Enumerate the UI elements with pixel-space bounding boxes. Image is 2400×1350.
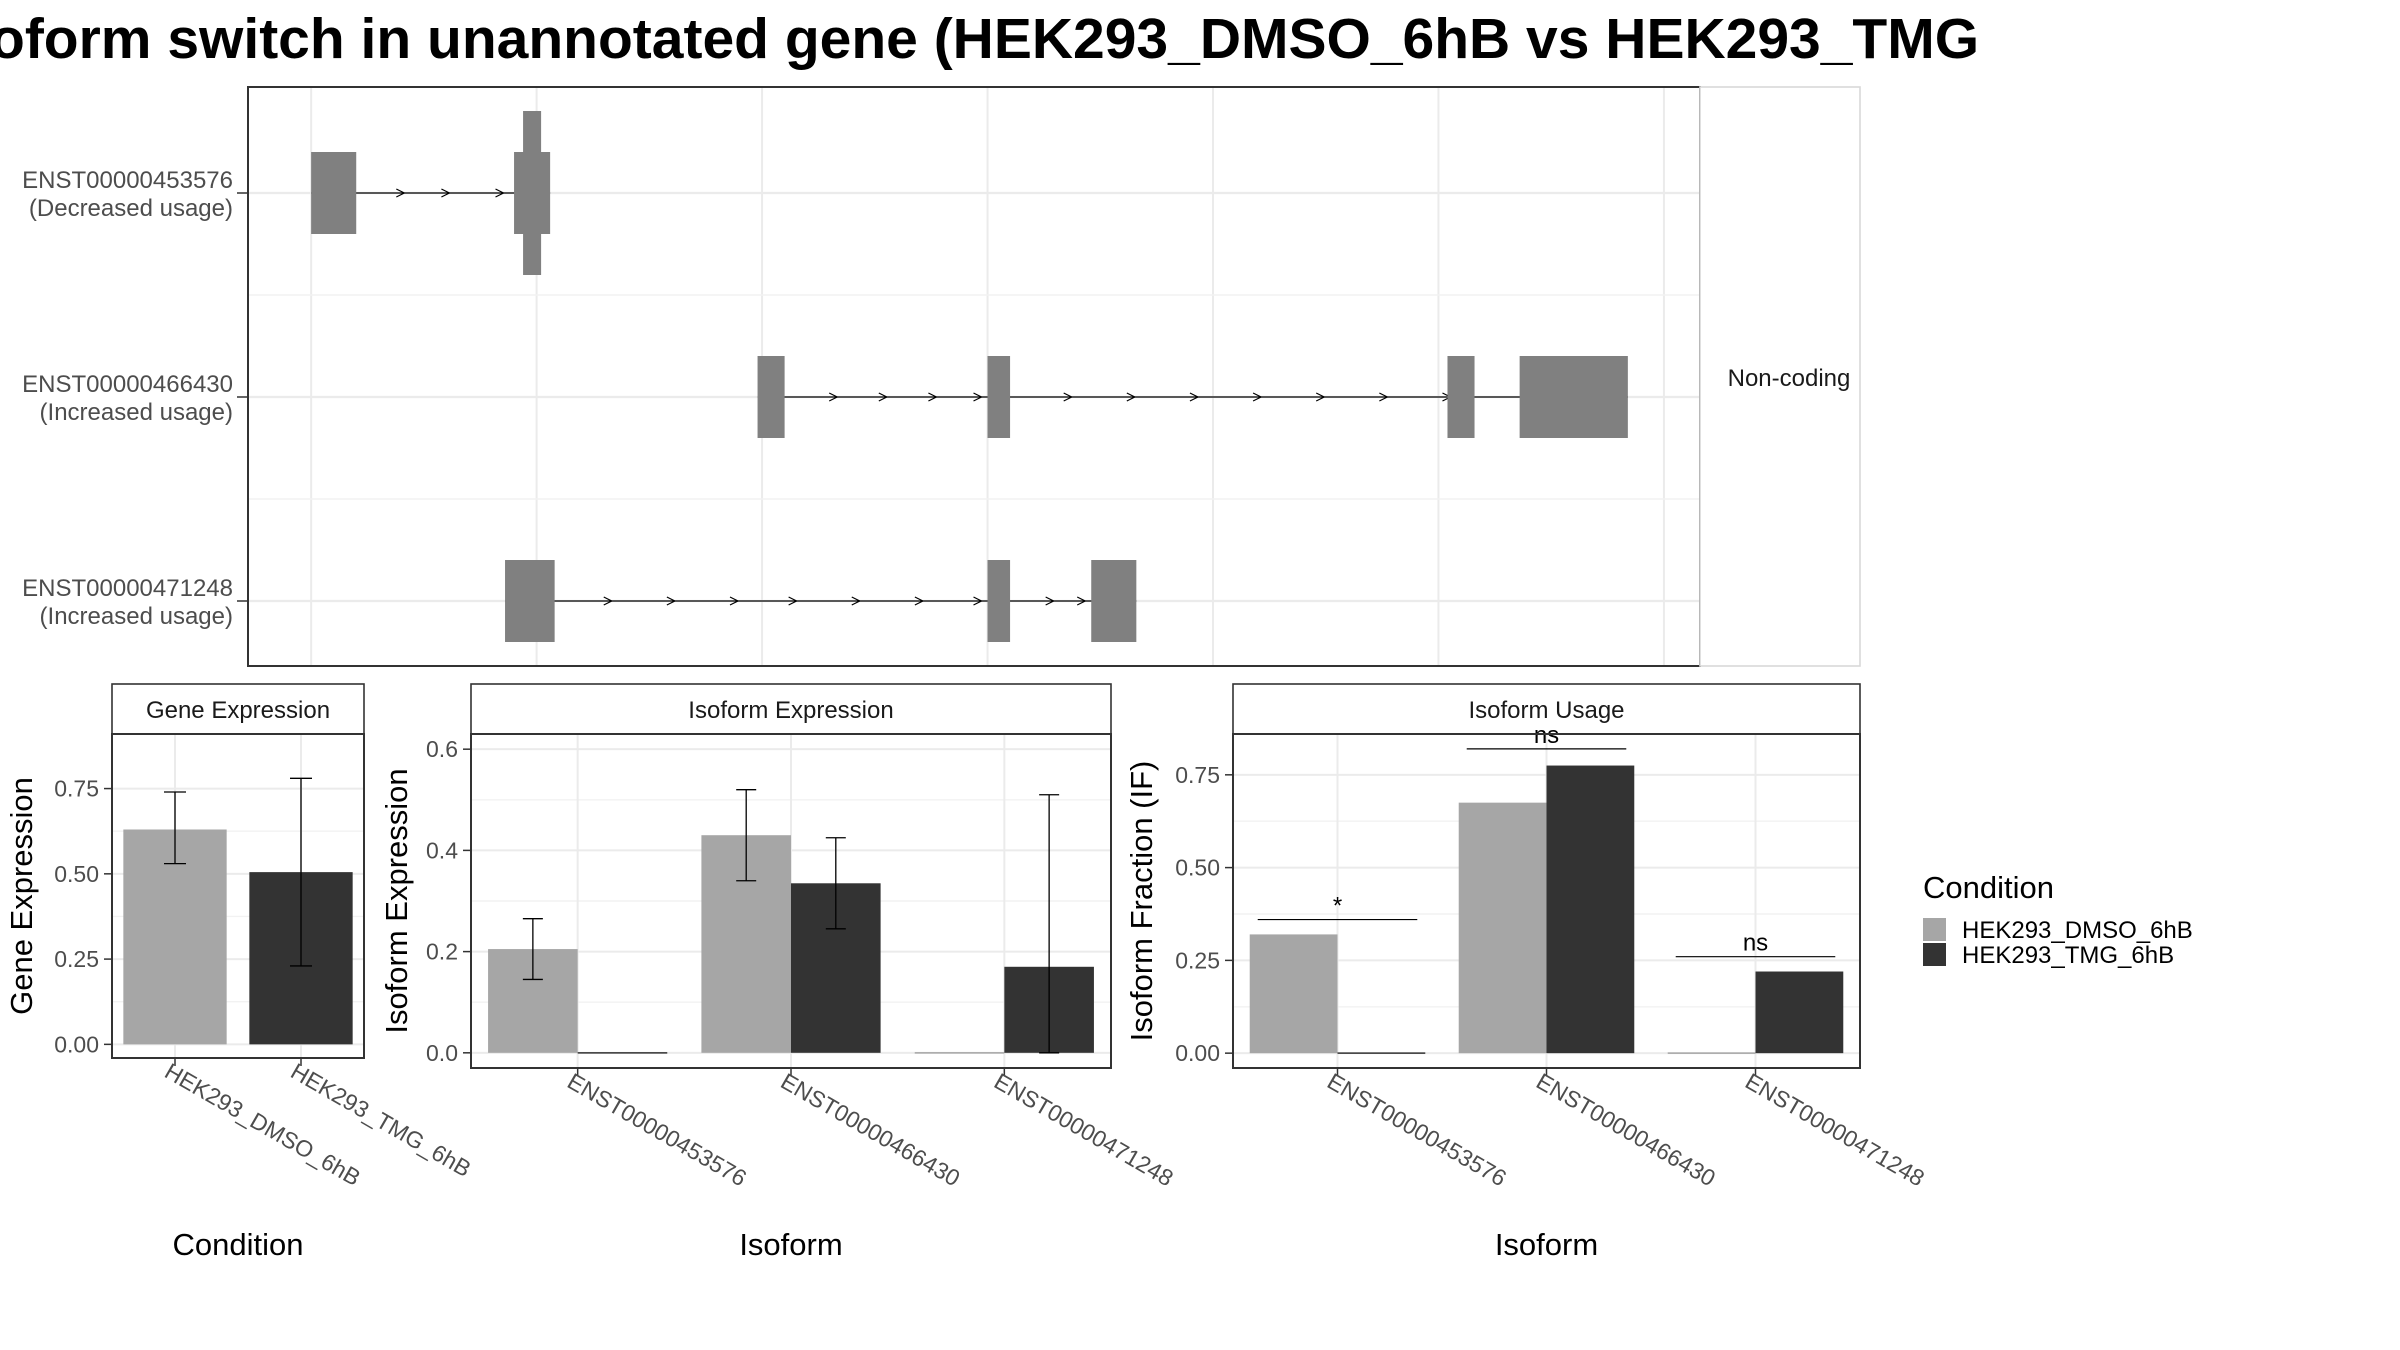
intron-direction-arrow [851, 596, 862, 606]
bar [1755, 971, 1844, 1054]
intron-direction-arrow [788, 596, 798, 606]
y-tick-label: 0.4 [426, 837, 458, 863]
x-tick-label: ENST00000453576 [1323, 1068, 1511, 1192]
y-tick-label: 0.00 [54, 1031, 99, 1057]
intron-direction-arrow [666, 596, 677, 606]
plot-border [111, 733, 365, 1059]
facet-label: Gene Expression [146, 697, 330, 724]
intron-direction-arrow [1189, 392, 1200, 402]
isoform-id-label: ENST00000453576 [22, 167, 233, 194]
y-tick-label: 0.50 [54, 861, 99, 887]
bar [1458, 802, 1547, 1054]
legend-swatch [1923, 918, 1946, 941]
y-tick-label: 0.50 [1175, 855, 1220, 881]
legend-label: HEK293_DMSO_6hB [1962, 917, 2193, 944]
intron-direction-arrow [495, 188, 505, 198]
intron-direction-arrow [1045, 596, 1056, 606]
y-tick-label: 0.25 [1175, 947, 1220, 973]
significance-label: ns [1534, 722, 1559, 749]
x-axis-title: Isoform [739, 1227, 842, 1262]
intron-direction-arrow [441, 188, 451, 198]
facet-label-non-coding: Non-coding [1728, 365, 1851, 392]
intron-direction-arrow [828, 392, 839, 402]
isoform-usage-label: (Decreased usage) [29, 195, 233, 222]
y-tick-label: 0.2 [426, 939, 458, 965]
intron-direction-arrow [1379, 392, 1389, 402]
y-tick-label: 0.00 [1175, 1040, 1220, 1066]
x-tick-label: ENST00000466430 [1532, 1068, 1720, 1192]
exon-block [987, 560, 1011, 642]
y-axis-title: Isoform Fraction (IF) [1124, 761, 1159, 1042]
y-tick-label: 0.6 [426, 736, 458, 762]
intron-direction-arrow [878, 392, 889, 402]
intron-direction-arrow [1315, 392, 1326, 402]
x-tick-label: ENST00000466430 [777, 1068, 965, 1192]
exon-block [1447, 356, 1475, 438]
intron-direction-arrow [603, 596, 614, 606]
exon-block [311, 152, 357, 234]
facet-strip-right [1699, 86, 1861, 667]
bar [1546, 765, 1635, 1054]
isoform-expression-panel: Isoform Expression 0.0 0.2 0.4 0.6 ENST000004… [379, 683, 1178, 1262]
legend-label: HEK293_TMG_6hB [1962, 942, 2174, 969]
x-axis-title: Isoform [1495, 1227, 1598, 1262]
x-tick-label: ENST00000471248 [1741, 1068, 1929, 1192]
x-tick-label: ENST00000471248 [990, 1068, 1178, 1192]
legend-title: Condition [1923, 870, 2054, 905]
intron-direction-arrow [1126, 392, 1137, 402]
exon-block [505, 560, 555, 642]
intron-direction-arrow [1063, 392, 1074, 402]
legend-swatch [1923, 943, 1946, 966]
structure-plot-background [248, 87, 1700, 666]
exon-block [1519, 356, 1628, 438]
y-tick-label: 0.0 [426, 1040, 458, 1066]
exon-block [987, 356, 1011, 438]
isoform-usage-panel: Isoform Usage * ns ns 0.00 0.25 0.50 0.75 ENST00… [1124, 683, 1929, 1262]
figure-title: oform switch in unannotated gene (HEK293… [0, 7, 1979, 71]
isoform-usage-label: (Increased usage) [40, 603, 233, 630]
exon-block [514, 152, 551, 234]
intron-direction-arrow [396, 188, 406, 198]
intron-direction-arrow [928, 392, 938, 402]
facet-label: Isoform Expression [688, 697, 893, 724]
intron-direction-arrow [973, 596, 983, 606]
exon-block [757, 356, 785, 438]
isoform-usage-label: (Increased usage) [40, 399, 233, 426]
intron-direction-arrow [914, 596, 925, 606]
x-axis-title: Condition [173, 1227, 304, 1262]
facet-strip [470, 683, 1112, 735]
bar [123, 829, 227, 1045]
intron-direction-arrow [1252, 392, 1263, 402]
isoform-id-label: ENST00000466430 [22, 371, 233, 398]
y-axis-title: Gene Expression [4, 777, 39, 1015]
x-tick-label: ENST00000453576 [563, 1068, 751, 1192]
gene-structure-panel: ENST00000453576(Decreased usage) ENST0000… [22, 86, 1861, 667]
y-tick-label: 0.75 [54, 776, 99, 802]
significance-label: * [1333, 893, 1342, 920]
exon-block [1091, 560, 1137, 642]
y-axis-title: Isoform Expression [379, 768, 414, 1033]
facet-label: Isoform Usage [1468, 697, 1624, 724]
intron-direction-arrow [1076, 596, 1087, 606]
y-tick-label: 0.25 [54, 946, 99, 972]
intron-direction-arrow [973, 392, 983, 402]
isoform-id-label: ENST00000471248 [22, 575, 233, 602]
facet-strip [111, 683, 365, 735]
bar [1249, 934, 1338, 1054]
intron-direction-arrow [729, 596, 740, 606]
y-tick-label: 0.75 [1175, 762, 1220, 788]
significance-label: ns [1743, 930, 1768, 957]
